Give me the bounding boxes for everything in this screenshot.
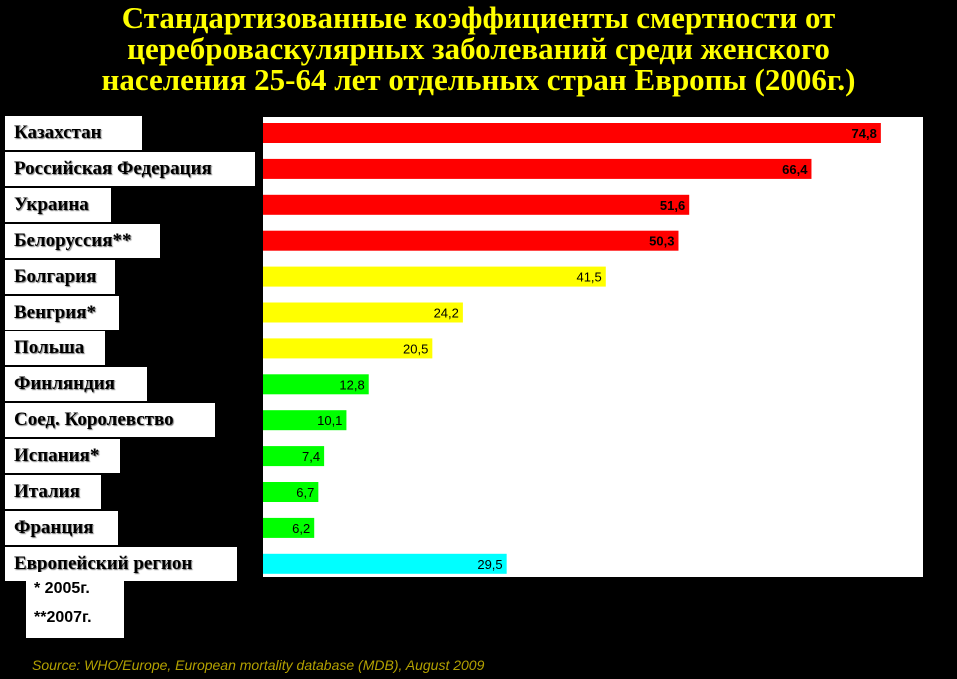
bar: [263, 374, 369, 395]
footnote-2007: **2007г.: [34, 609, 92, 626]
bar: [263, 482, 319, 502]
title-line-1: Стандартизованные коэффициенты смертност…: [121, 0, 836, 35]
data-label: 41,5: [576, 270, 601, 285]
bar-chart: 74,8 66,4 51,6 50,3 41,5 24,2 20,5 12,8 10,1 7,4 6…: [263, 123, 881, 574]
plot-area: 74,8 66,4 51,6 50,3 41,5 24,2 20,5 12,8 10,1 7,4 6…: [263, 117, 923, 577]
title-line-2: цереброваскулярных заболеваний среди жен…: [127, 31, 830, 66]
data-label: 74,8: [852, 126, 877, 141]
bar: [263, 123, 881, 143]
category-label: Болгария: [5, 259, 115, 294]
data-label: 50,3: [649, 234, 674, 249]
footnote-2005: * 2005г.: [34, 580, 90, 597]
data-label: 24,2: [434, 306, 459, 321]
category-label: Финляндия: [5, 367, 147, 402]
bar: [263, 194, 690, 215]
category-label: Венгрия*: [5, 295, 119, 330]
data-label: 20,5: [403, 341, 428, 356]
bar: [263, 302, 463, 323]
bar: [263, 338, 433, 359]
category-label: Соед. Королевство: [5, 403, 215, 438]
data-label: 10,1: [317, 413, 342, 428]
category-label: Франция: [5, 510, 118, 545]
bar: [263, 446, 325, 467]
bar: [263, 158, 812, 179]
footnotes: * 2005г. **2007г.: [26, 572, 124, 638]
data-label: 6,2: [292, 521, 310, 536]
bar: [263, 410, 347, 431]
data-label: 29,5: [477, 557, 502, 572]
category-label: Италия: [5, 475, 101, 509]
bar: [263, 266, 606, 287]
bar: [263, 517, 315, 538]
category-label: Польша: [5, 331, 105, 366]
bar: [263, 230, 679, 251]
data-label: 6,7: [296, 485, 314, 500]
category-label: Российская Федерация: [5, 151, 255, 186]
data-label: 12,8: [339, 377, 364, 392]
category-label: Испания*: [5, 439, 120, 474]
data-label: 7,4: [302, 449, 320, 464]
data-label: 51,6: [660, 198, 685, 213]
data-label: 66,4: [782, 162, 808, 177]
category-label: Белоруссия**: [5, 223, 160, 258]
category-label: Украина: [5, 187, 111, 222]
chart-title: Стандартизованные коэффициенты смертност…: [0, 2, 957, 95]
bar: [263, 553, 507, 574]
category-label: Казахстан: [5, 116, 142, 150]
source-note: Source: WHO/Europe, European mortality d…: [32, 657, 485, 673]
title-line-3: населения 25-64 лет отдельных стран Евро…: [101, 62, 856, 97]
